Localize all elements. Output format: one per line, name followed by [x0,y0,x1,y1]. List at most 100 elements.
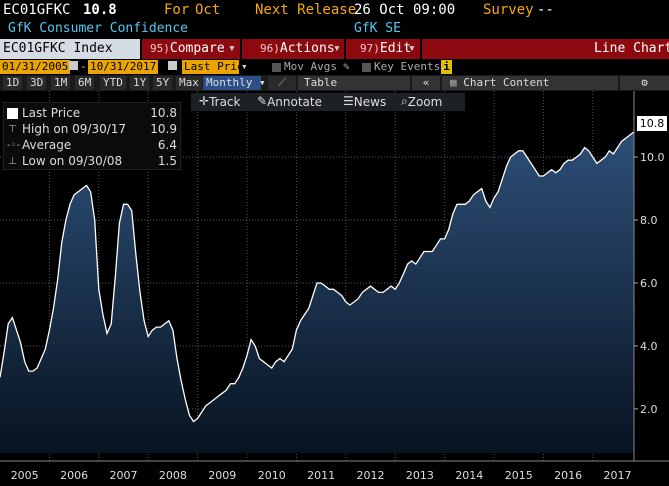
chart-canvas[interactable]: 2.0 4.0 6.0 8.0 10.0 2005 2006 2007 2008 2009 2010… [0,91,669,486]
legend-name: High on 09/30/17 [22,122,127,136]
ticker-label: EC01GFKC [3,2,71,18]
legend-name: Last Price [22,106,81,120]
date-separator: - [80,60,87,73]
y-tick-label: 4.0 [640,340,658,353]
mov-avgs-box-icon [272,62,281,72]
annotate-tool[interactable]: ✎ Annotate [257,94,322,109]
last-price-swatch-icon [7,108,18,119]
security-description-row: GfK Consumer Confidence GfK SE [0,21,669,39]
survey-label: Survey [483,2,534,18]
legend-value: 1.5 [157,154,177,168]
legend-value: 10.8 [150,106,177,120]
x-tick-label: 2007 [110,469,138,482]
legend-value: 10.9 [150,122,177,136]
key-events-checkbox[interactable]: Key Events [362,60,440,74]
price-chart[interactable]: 2.0 4.0 6.0 8.0 10.0 2005 2006 2007 2008 2009 2010… [0,91,669,486]
end-date-field[interactable]: 10/31/2017 [88,60,159,74]
pencil-icon[interactable]: ✎ [343,60,350,73]
range-button-1d[interactable]: 1D [3,76,23,90]
x-tick-label: 2012 [357,469,385,482]
info-icon[interactable]: i [441,60,452,74]
field-dropdown-icon[interactable]: ▾ [241,60,248,73]
toolbar-divider [240,39,242,59]
high-marker-icon: ⊤ [8,124,17,135]
edit-number: 97) [360,42,380,55]
zoom-label: Zoom [407,95,443,109]
chart-content-icon: ▦ [450,76,457,89]
y-tick-label: 8.0 [640,214,658,227]
x-tick-label: 2016 [554,469,582,482]
legend-name: Low on 09/30/08 [22,154,123,168]
compare-label: Compare [169,41,225,56]
track-tool[interactable]: ✛ Track [199,94,241,109]
range-button-1y[interactable]: 1Y [130,76,150,90]
legend-name: Average [22,138,72,152]
x-tick-label: 2005 [11,469,39,482]
security-description: GfK Consumer Confidence [8,21,189,36]
frequency-select[interactable]: Monthly ▾ [203,76,266,90]
news-tool[interactable]: ☰ News [343,94,387,109]
security-header: EC01GFKC 10.8 For Oct Next Release 26 Oc… [0,0,669,21]
edit-label: Edit [379,41,412,56]
compare-dropdown-icon[interactable]: ▾ [228,41,236,56]
next-release-value: 26 Oct 09:00 [354,2,456,18]
for-label: For [164,2,190,18]
survey-value: -- [537,2,554,18]
mov-avgs-checkbox[interactable]: Mov Avgs [272,60,337,74]
chart-content-button[interactable]: ▦ Chart Content [442,76,618,90]
legend-row-last-price: Last Price 10.8 [7,106,177,121]
start-date-field[interactable]: 01/31/2005 [0,60,71,74]
news-label: News [353,95,387,109]
x-tick-label: 2006 [60,469,88,482]
range-button-max[interactable]: Max [176,76,202,90]
range-button-1m[interactable]: 1M [51,76,71,90]
x-tick-label: 2014 [455,469,483,482]
x-tick-label: 2009 [208,469,236,482]
last-price-tag: 10.8 [637,116,667,131]
x-tick-label: 2015 [505,469,533,482]
x-tick-label: 2017 [604,469,632,482]
y-tick-label: 6.0 [640,277,658,290]
table-button[interactable]: Table [298,76,410,90]
field-select[interactable]: Last Price [182,60,251,74]
chart-tools-bar: ✛ Track ✎ Annotate ☰ News ⌕ Zoom [191,93,465,111]
frequency-label: Monthly [206,76,253,89]
actions-button[interactable]: 96)Actions [260,39,335,59]
security-source: GfK SE [354,21,401,36]
series-line [0,131,635,423]
low-marker-icon: ⊥ [8,156,17,167]
security-field[interactable]: EC01GFKC Index [0,39,140,59]
series-area [0,131,634,453]
actions-dropdown-icon[interactable]: ▾ [333,41,341,56]
range-button-3d[interactable]: 3D [27,76,47,90]
function-toolbar: EC01GFKC Index 95)Compare ▾ 96)Actions ▾… [0,39,669,59]
key-events-box-icon [362,62,371,72]
edit-dropdown-icon[interactable]: ▾ [408,41,416,56]
start-calendar-icon[interactable] [69,60,78,74]
key-events-label: Key Events [374,60,441,73]
annotate-label: Annotate [267,95,322,109]
compare-button[interactable]: 95)Compare [150,39,225,59]
x-tick-label: 2010 [258,469,286,482]
mov-avgs-label: Mov Avgs [284,60,337,73]
view-label: Line Chart [594,41,669,56]
for-period: Oct [195,2,221,18]
line-chart-icon[interactable]: ⟋ [268,76,296,90]
actions-number: 96) [260,42,280,55]
range-button-ytd[interactable]: YTD [100,76,126,90]
range-button-5y[interactable]: 5Y [153,76,173,90]
collapse-icon[interactable]: « [412,76,440,90]
chart-content-label: Chart Content [463,76,550,89]
range-button-6m[interactable]: 6M [75,76,95,90]
legend-row-low: ⊥ Low on 09/30/08 1.5 [7,154,177,169]
x-tick-label: 2013 [406,469,434,482]
gear-icon[interactable]: ⚙ [620,76,669,90]
edit-button[interactable]: 97)Edit [360,39,411,59]
legend-row-average: -◦- Average 6.4 [7,138,177,153]
actions-label: Actions [279,41,335,56]
end-calendar-icon[interactable] [168,60,177,74]
average-marker-icon: -◦- [7,140,21,151]
frequency-dropdown-icon: ▾ [258,76,266,89]
zoom-tool[interactable]: ⌕ Zoom [401,94,443,109]
next-release-label: Next Release [255,2,357,18]
